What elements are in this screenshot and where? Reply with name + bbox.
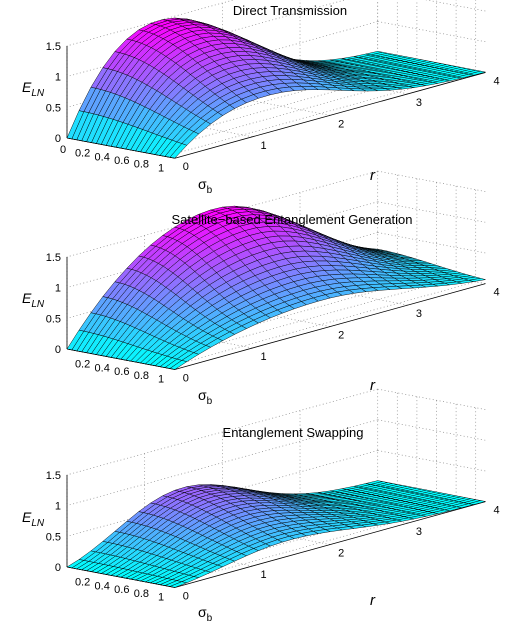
y-tick-label: 1 — [260, 140, 266, 152]
z-axis-label: ELN — [22, 79, 45, 99]
surface-patch — [169, 157, 175, 159]
x-tick-label: 1 — [158, 374, 164, 386]
y-tick-label: 1 — [260, 351, 266, 363]
surface — [66, 480, 486, 588]
z-tick-label: 1 — [55, 72, 61, 84]
y-axis-label: r — [370, 592, 376, 609]
x-tick-label: 0.6 — [114, 155, 129, 167]
y-axis-line — [174, 72, 486, 159]
surface-patch — [169, 368, 175, 370]
y-axis-label: r — [370, 377, 376, 394]
y-axis-label: r — [370, 167, 376, 184]
x-tick-label: 0.6 — [114, 366, 129, 378]
subplot-1: 0 0.5 1 1.5 0 0.2 0.4 0.6 0.8 1 0 1 2 3 4 Direct Transm… — [22, 0, 500, 196]
x-tick-label: 0.4 — [95, 151, 110, 163]
tick-labels: 0 0.5 1 1.5 0.2 0.4 0.6 0.8 1 0 1 2 3 4 — [46, 252, 500, 386]
x-axis-label: σb — [198, 176, 213, 196]
y-tick-label: 4 — [494, 505, 500, 517]
x-tick-label: 0.8 — [134, 588, 149, 600]
z-tick-label: 1 — [55, 283, 61, 295]
x-tick-label: 0.8 — [134, 370, 149, 382]
x-tick-label: 1 — [158, 162, 164, 174]
y-tick-label: 3 — [416, 308, 422, 320]
x-tick-label: 1 — [158, 592, 164, 604]
y-tick-label: 4 — [494, 75, 500, 87]
y-tick-label: 2 — [338, 330, 344, 342]
z-tick-label: 1 — [55, 501, 61, 513]
x-tick-label: 0.2 — [75, 577, 90, 589]
x-tick-label: 0.2 — [75, 359, 90, 371]
y-tick-label: 0 — [183, 590, 189, 602]
z-axis-label: ELN — [22, 290, 45, 310]
subplot-3: 0 0.5 1 1.5 0.2 0.4 0.6 0.8 1 0 1 2 3 4 Entanglement S… — [22, 388, 500, 624]
y-tick-label: 3 — [416, 526, 422, 538]
z-tick-label: 1.5 — [46, 470, 61, 482]
surface — [66, 205, 486, 370]
x-tick-label: 0.4 — [95, 362, 110, 374]
z-tick-label: 0 — [55, 133, 61, 145]
y-tick-label: 0 — [183, 161, 189, 173]
z-tick-label: 0.5 — [46, 102, 61, 114]
y-tick-label: 4 — [494, 287, 500, 299]
y-tick-label: 0 — [183, 372, 189, 384]
chart-title: Direct Transmission — [233, 3, 347, 18]
x-tick-label: 0.6 — [114, 584, 129, 596]
y-tick-label: 3 — [416, 97, 422, 109]
y-tick-label: 1 — [260, 569, 266, 581]
x-tick-label: 0 — [60, 144, 66, 156]
x-tick-label: 0.2 — [75, 148, 90, 160]
y-tick-label: 2 — [338, 118, 344, 130]
z-tick-label: 1.5 — [46, 252, 61, 264]
y-axis-line — [174, 283, 486, 370]
z-tick-label: 0 — [55, 344, 61, 356]
z-axis-label: ELN — [22, 509, 45, 529]
x-axis-label: σb — [198, 387, 213, 407]
x-axis-label: σb — [198, 604, 213, 624]
z-tick-label: 0.5 — [46, 531, 61, 543]
y-axis-line — [174, 501, 486, 588]
tick-labels: 0 0.5 1 1.5 0 0.2 0.4 0.6 0.8 1 0 1 2 3 4 — [46, 41, 500, 174]
subplot-2: 0 0.5 1 1.5 0.2 0.4 0.6 0.8 1 0 1 2 3 4 Satellite−base… — [22, 170, 500, 407]
chart-title: Satellite−based Entanglement Generation — [171, 212, 412, 227]
z-tick-label: 0 — [55, 562, 61, 574]
tick-labels: 0 0.5 1 1.5 0.2 0.4 0.6 0.8 1 0 1 2 3 4 — [46, 470, 500, 604]
x-tick-label: 0.4 — [95, 580, 110, 592]
surface — [66, 17, 486, 159]
z-tick-label: 0.5 — [46, 313, 61, 325]
chart-title: Entanglement Swapping — [223, 425, 364, 440]
z-tick-label: 1.5 — [46, 41, 61, 53]
y-tick-label: 2 — [338, 548, 344, 560]
x-tick-label: 0.8 — [134, 159, 149, 171]
surface-patch — [169, 586, 175, 588]
